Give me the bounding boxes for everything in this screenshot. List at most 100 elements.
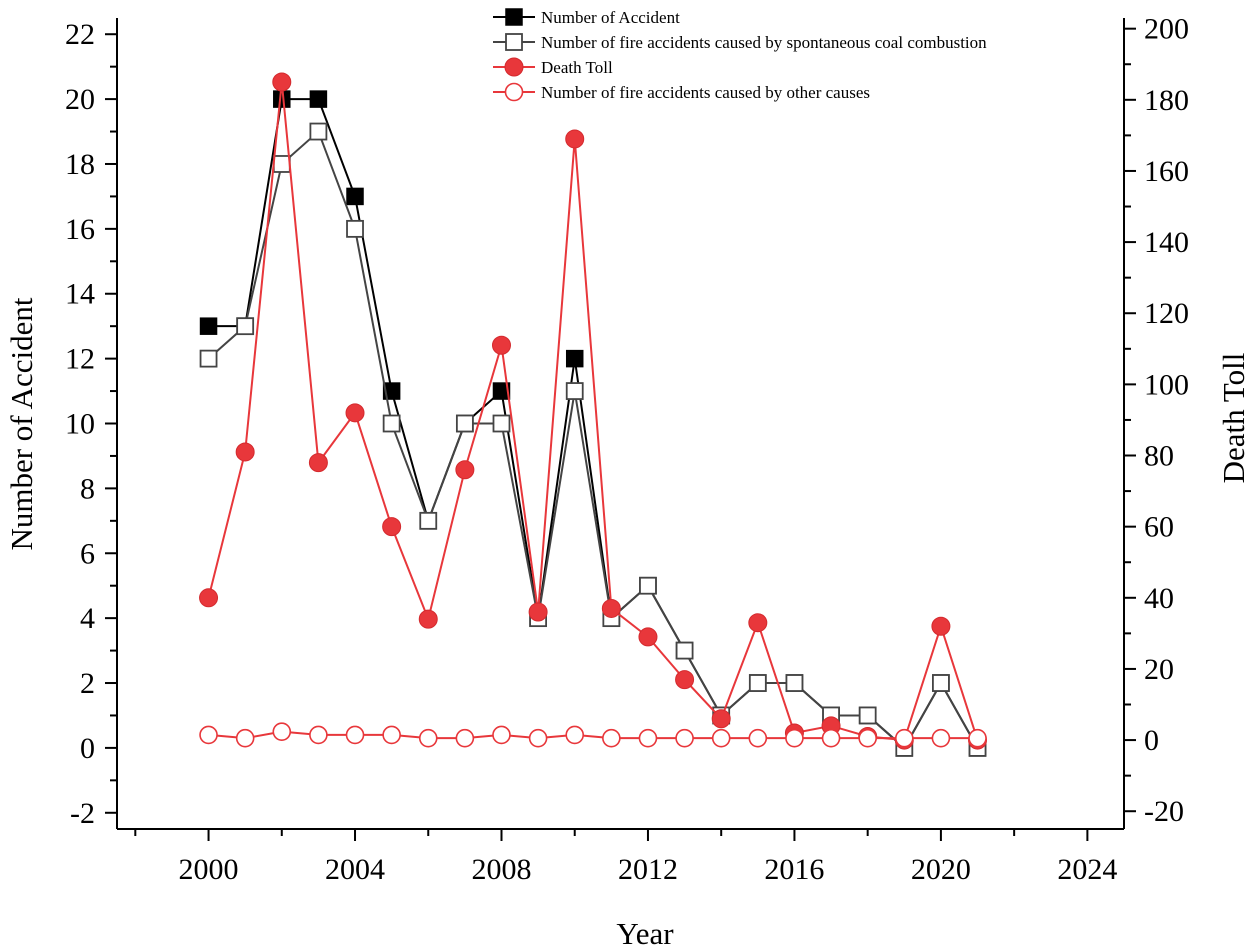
data-point	[968, 728, 987, 748]
data-point	[272, 722, 292, 741]
data-point	[235, 442, 255, 462]
y-tick-label: -2	[70, 797, 95, 830]
data-point	[309, 725, 328, 745]
series-2	[199, 72, 988, 750]
data-point	[199, 349, 218, 368]
data-point	[931, 728, 951, 748]
y2-tick-label: 140	[1144, 226, 1189, 259]
data-point	[932, 674, 950, 692]
data-point	[711, 709, 731, 729]
data-point	[601, 598, 621, 618]
data-point	[492, 414, 511, 433]
y2-tick-label: 0	[1144, 724, 1159, 757]
data-point	[382, 725, 401, 745]
x-tick-label: 2012	[618, 853, 678, 886]
data-point	[639, 576, 657, 595]
axes: 2000 2004 2008 2012 2016 2020 2024-20246810121…	[65, 13, 1189, 886]
data-point	[382, 414, 401, 433]
y-tick-label: 6	[80, 537, 95, 570]
data-point	[346, 219, 364, 238]
legend-item: Number of fire accidents caused by spont…	[493, 33, 987, 52]
data-point	[565, 382, 584, 400]
data-point	[565, 129, 585, 149]
legend-item: Death Toll	[493, 57, 613, 77]
data-point	[491, 335, 511, 355]
data-point	[894, 728, 914, 748]
legend-label: Number of fire accidents caused by other…	[541, 83, 870, 102]
data-point	[565, 349, 584, 368]
y2-axis-title: Death Toll	[1216, 353, 1250, 484]
y2-tick-label: 40	[1144, 582, 1174, 615]
data-point	[492, 725, 511, 745]
data-point	[308, 453, 328, 473]
data-point	[455, 460, 475, 480]
legend-label: Number of Accident	[541, 8, 680, 27]
x-tick-label: 2016	[764, 853, 824, 886]
data-point	[931, 616, 951, 636]
legend-marker	[505, 8, 523, 26]
data-point	[785, 728, 804, 748]
series-line	[207, 129, 979, 750]
y-tick-label: 22	[65, 18, 95, 51]
legend-item: Number of Accident	[493, 8, 680, 27]
y2-tick-label: 20	[1144, 653, 1174, 686]
y2-tick-label: 80	[1144, 440, 1174, 473]
data-point	[785, 674, 804, 692]
x-tick-label: 2024	[1057, 853, 1117, 886]
legend-label: Death Toll	[541, 58, 613, 77]
data-point	[418, 728, 438, 748]
y-tick-label: 16	[65, 213, 95, 246]
data-point	[236, 317, 255, 336]
series-layer	[199, 72, 988, 757]
legend-marker	[505, 33, 523, 51]
data-point	[602, 728, 621, 748]
data-point	[638, 627, 658, 647]
y-tick-label: 18	[65, 148, 95, 181]
x-tick-label: 2000	[179, 853, 239, 886]
data-point	[345, 725, 365, 745]
y-tick-label: 8	[80, 472, 95, 505]
y2-tick-label: 160	[1144, 155, 1189, 188]
y-tick-label: 14	[65, 278, 95, 311]
x-tick-label: 2008	[471, 853, 531, 886]
legend-marker	[504, 57, 524, 77]
data-point	[272, 72, 292, 92]
data-point	[382, 517, 402, 537]
y-tick-label: 12	[65, 343, 95, 376]
x-axis-title: Year	[616, 916, 674, 949]
y-tick-label: 2	[80, 667, 95, 700]
data-point	[273, 90, 291, 108]
legend-marker	[504, 82, 524, 102]
y-tick-label: 4	[80, 602, 95, 635]
y2-tick-label: 100	[1144, 368, 1189, 401]
data-point	[748, 613, 768, 633]
y2-tick-label: 200	[1144, 13, 1189, 46]
data-point	[748, 674, 767, 692]
data-point	[565, 725, 585, 745]
y-axis-title: Number of Accident	[4, 297, 39, 550]
y2-tick-label: 180	[1144, 84, 1189, 117]
data-point	[711, 728, 731, 748]
series-line	[208, 98, 979, 750]
data-point	[675, 670, 695, 690]
data-point	[346, 187, 364, 206]
data-point	[748, 728, 768, 748]
data-point	[821, 728, 841, 748]
x-tick-label: 2004	[325, 853, 385, 886]
data-point	[199, 317, 218, 335]
data-point	[199, 588, 219, 608]
data-point	[455, 728, 475, 748]
y2-tick-label: 120	[1144, 297, 1189, 330]
data-point	[858, 706, 877, 725]
data-point	[199, 725, 218, 745]
series-0	[199, 90, 987, 757]
data-point	[675, 641, 694, 660]
legend-item: Number of fire accidents caused by other…	[493, 82, 870, 102]
data-point	[309, 90, 328, 108]
data-point	[675, 728, 694, 748]
y-tick-label: 20	[65, 83, 95, 116]
series-line	[208, 730, 978, 740]
y-tick-label: 0	[80, 732, 95, 765]
data-point	[272, 155, 291, 173]
